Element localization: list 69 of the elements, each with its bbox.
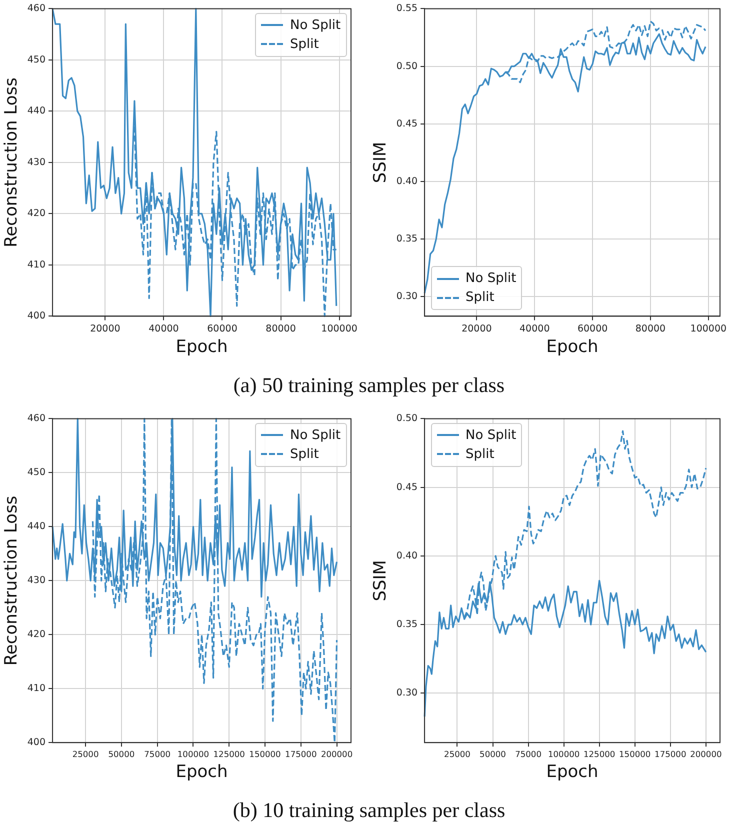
- x-tick-label: 80000: [635, 323, 666, 334]
- y-tick-label: 420: [27, 629, 46, 640]
- x-tick-label: 25000: [72, 748, 99, 759]
- x-tick-label: 25000: [444, 748, 470, 759]
- x-tick-label: 100000: [548, 748, 580, 759]
- y-tick-label: 0.50: [396, 413, 418, 424]
- y-tick-label: 0.50: [396, 60, 418, 72]
- y-tick-label: 430: [27, 575, 46, 586]
- y-axis-title: Reconstruction Loss: [2, 496, 22, 666]
- x-tick-label: 80000: [266, 323, 296, 334]
- x-axis-title: Epoch: [176, 337, 228, 358]
- x-axis-title: Epoch: [546, 337, 598, 358]
- x-tick-label: 100000: [690, 323, 727, 334]
- x-tick-label: 60000: [577, 323, 608, 334]
- y-tick-label: 440: [27, 106, 46, 117]
- y-tick-label: 0.45: [396, 482, 418, 493]
- text: (b) 10 training samples per class: [232, 797, 506, 824]
- y-tick-label: 0.30: [396, 688, 418, 699]
- y-tick-label: 410: [27, 259, 46, 270]
- x-tick-label: 60000: [207, 323, 238, 334]
- x-tick-label: 150000: [619, 748, 651, 759]
- y-axis-title: SSIM: [370, 560, 391, 602]
- legend-label: No Split: [466, 428, 516, 443]
- y-tick-label: 430: [27, 156, 46, 168]
- y-tick-label: 460: [27, 413, 46, 424]
- y-tick-label: 0.45: [396, 118, 418, 130]
- x-axis-title: Epoch: [546, 762, 598, 782]
- text: (a) 50 training samples per class: [232, 372, 506, 399]
- y-tick-label: 400: [27, 310, 46, 322]
- x-tick-label: 200000: [690, 748, 722, 759]
- y-tick-label: 0.35: [396, 619, 418, 630]
- legend-label: Split: [466, 290, 494, 306]
- legend-label: Split: [466, 446, 494, 462]
- x-tick-label: 100000: [321, 323, 358, 334]
- legend-label: No Split: [290, 428, 341, 443]
- y-tick-label: 0.55: [396, 3, 418, 14]
- y-tick-label: 450: [27, 54, 46, 66]
- x-tick-label: 50000: [480, 748, 506, 759]
- y-axis-title: Reconstruction Loss: [2, 77, 22, 248]
- legend-label: No Split: [466, 271, 516, 286]
- y-tick-label: 0.35: [396, 234, 418, 245]
- x-tick-label: 75000: [144, 748, 171, 759]
- x-tick-label: 125000: [213, 748, 245, 759]
- legend-label: Split: [290, 446, 319, 462]
- x-tick-label: 100000: [177, 748, 210, 759]
- x-tick-label: 125000: [584, 748, 616, 759]
- x-tick-label: 175000: [285, 748, 317, 759]
- y-tick-label: 410: [27, 683, 46, 694]
- x-tick-label: 175000: [654, 748, 686, 759]
- y-tick-label: 450: [27, 467, 46, 478]
- legend-label: Split: [290, 36, 319, 52]
- y-axis-title: SSIM: [370, 142, 391, 184]
- x-tick-label: 20000: [90, 323, 120, 334]
- x-tick-label: 40000: [520, 323, 550, 334]
- x-tick-label: 40000: [148, 323, 179, 334]
- x-tick-label: 75000: [515, 748, 542, 759]
- y-tick-label: 440: [27, 521, 46, 532]
- x-tick-label: 200000: [320, 748, 353, 759]
- x-axis-title: Epoch: [176, 762, 228, 782]
- y-tick-label: 0.40: [396, 176, 418, 187]
- y-tick-label: 400: [27, 737, 46, 748]
- y-tick-label: 0.40: [396, 550, 418, 562]
- y-tick-label: 420: [27, 208, 46, 220]
- x-tick-label: 50000: [108, 748, 135, 759]
- y-tick-label: 0.30: [396, 291, 418, 302]
- legend-label: No Split: [290, 18, 341, 33]
- x-tick-label: 150000: [249, 748, 281, 759]
- x-tick-label: 20000: [462, 323, 492, 334]
- y-tick-label: 460: [27, 3, 46, 14]
